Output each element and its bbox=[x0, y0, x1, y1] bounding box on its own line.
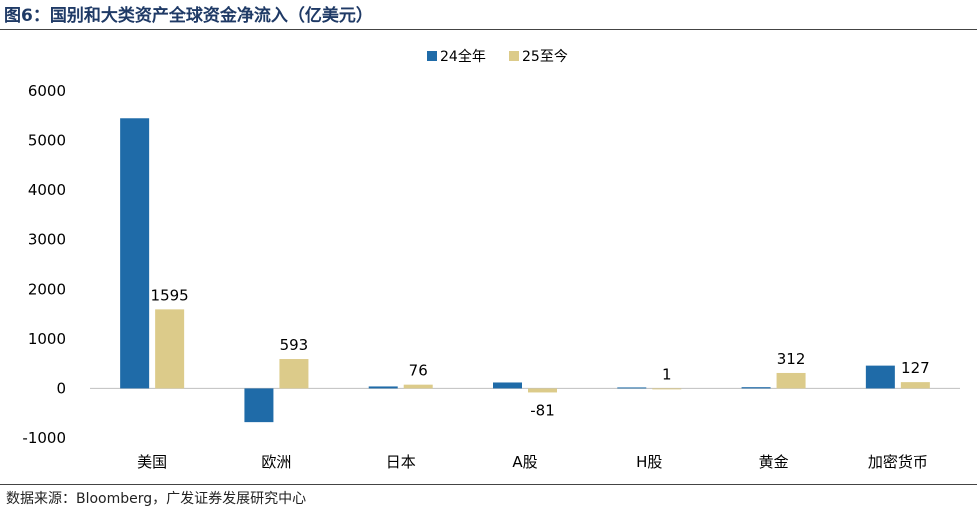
bar bbox=[244, 388, 274, 423]
data-label: 1 bbox=[662, 365, 672, 383]
x-category-label: 欧洲 bbox=[261, 453, 291, 471]
y-tick-label: 0 bbox=[56, 379, 66, 397]
data-label: 593 bbox=[280, 336, 309, 354]
legend-label: 25至今 bbox=[522, 49, 568, 65]
bar-chart: -1000 0 1000 2000 3000 4000 5000 6000 1595 美国 593 欧… bbox=[22, 48, 960, 471]
bar bbox=[279, 359, 309, 389]
x-category-label: 美国 bbox=[137, 453, 167, 471]
data-label: 76 bbox=[409, 362, 428, 380]
x-category-label: H股 bbox=[636, 453, 662, 471]
data-label: -81 bbox=[530, 401, 555, 419]
bar bbox=[368, 386, 398, 389]
bar bbox=[776, 372, 806, 389]
bar bbox=[528, 388, 557, 393]
y-tick-label: -1000 bbox=[22, 429, 66, 447]
x-category-label: 日本 bbox=[386, 453, 416, 471]
x-category-label: A股 bbox=[512, 453, 537, 471]
bar bbox=[865, 365, 895, 389]
y-tick-label: 5000 bbox=[28, 132, 66, 150]
title-divider bbox=[0, 29, 977, 30]
source-note: 数据来源：Bloomberg，广发证券发展研究中心 bbox=[6, 491, 307, 507]
bar bbox=[120, 118, 150, 389]
bar bbox=[652, 388, 682, 390]
x-category-label: 加密货币 bbox=[868, 453, 928, 471]
legend-swatch bbox=[509, 51, 519, 61]
x-category-label: 黄金 bbox=[759, 453, 789, 471]
bar bbox=[741, 387, 771, 389]
y-tick-label: 2000 bbox=[28, 280, 66, 298]
chart-title: 图6：国别和大类资产全球资金净流入（亿美元） bbox=[4, 6, 373, 26]
y-tick-label: 3000 bbox=[28, 231, 66, 249]
bar bbox=[155, 309, 185, 389]
y-tick-label: 1000 bbox=[28, 330, 66, 348]
bar bbox=[493, 382, 522, 389]
y-tick-label: 6000 bbox=[28, 82, 66, 100]
legend-swatch bbox=[427, 51, 437, 61]
y-tick-label: 4000 bbox=[28, 181, 66, 199]
data-label: 1595 bbox=[151, 286, 189, 304]
data-label: 127 bbox=[901, 359, 930, 377]
data-label: 312 bbox=[777, 350, 806, 368]
legend-label: 24全年 bbox=[440, 48, 486, 65]
bar bbox=[900, 382, 930, 389]
bar bbox=[617, 387, 647, 389]
bar bbox=[403, 384, 433, 389]
footer-divider bbox=[0, 484, 977, 485]
